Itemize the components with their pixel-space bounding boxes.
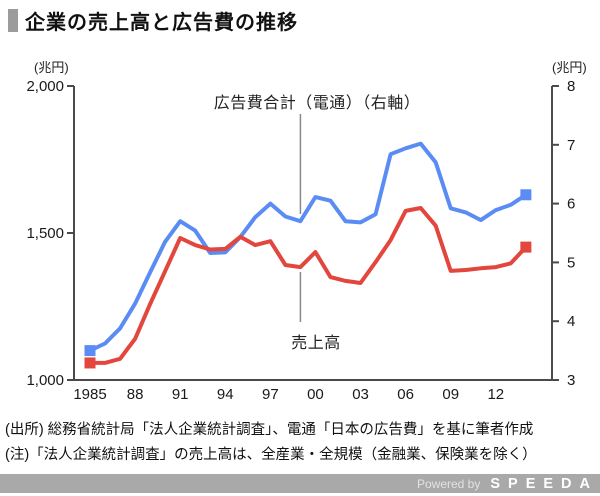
y-left-tick-label: 1,500: [26, 225, 64, 242]
powered-by-label: Powered by: [416, 476, 481, 491]
x-tick-label: 06: [397, 386, 414, 403]
chart-title-row: 企業の売上高と広告費の推移: [8, 6, 298, 35]
y-left-tick-label: 2,000: [26, 78, 64, 95]
source-note: (出所) 総務省統計局「法人企業統計調査」、電通「日本の広告費」を基に筆者作成: [5, 422, 534, 438]
y-left-tick-label: 1,000: [26, 372, 64, 389]
x-tick-label: 1985: [73, 386, 106, 403]
series-line-ad-spend: [88, 141, 528, 353]
line-chart: 2,000 1,500 1,000 8 7 6 5 4 3 1985 88 91 94 97 00 03 06 0…: [26, 78, 575, 403]
y-axis-right-unit: (兆円): [552, 60, 587, 75]
y-right-tick-label: 3: [567, 372, 575, 389]
y-right-tick-label: 6: [567, 196, 575, 213]
y-axis-left-unit: (兆円): [34, 60, 69, 75]
annotation-ad-total-label: 広告費合計（電通）（右軸）: [213, 95, 421, 112]
sales-endpoint-marker: [84, 357, 96, 369]
x-tick-label: 03: [352, 386, 369, 403]
title-bullet: [8, 9, 18, 32]
x-tick-label: 97: [262, 386, 279, 403]
data-note: (注)「法人企業統計調査」の売上高は、全産業・全規模（金融業、保険業を除く）: [5, 447, 537, 463]
y-right-tick-label: 7: [567, 137, 575, 154]
annotation-sales-label: 売上高: [291, 335, 341, 352]
x-tick-label: 88: [127, 386, 144, 403]
x-tick-label: 12: [487, 386, 504, 403]
x-tick-label: 94: [217, 386, 234, 403]
sales-endpoint-marker: [520, 241, 532, 253]
page-title: 企業の売上高と広告費の推移: [25, 12, 298, 34]
ad-spend-endpoint-marker: [520, 189, 532, 201]
y-right-tick-label: 4: [567, 313, 575, 330]
x-tick-label: 91: [172, 386, 189, 403]
series-line-sales: [88, 206, 528, 365]
footer-bar: Powered by SPEEDA: [0, 474, 600, 493]
y-right-tick-label: 8: [567, 78, 575, 95]
brand-logo: SPEEDA: [490, 475, 598, 492]
x-tick-label: 00: [307, 386, 324, 403]
ad-spend-endpoint-marker: [84, 345, 96, 357]
x-tick-label: 09: [442, 386, 459, 403]
y-right-tick-label: 5: [567, 254, 575, 271]
